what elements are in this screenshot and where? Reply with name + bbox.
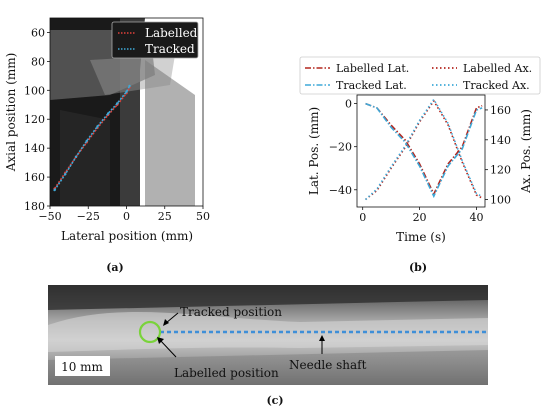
x-tick-label: 0 xyxy=(123,210,130,223)
panel-a-frame xyxy=(49,17,204,207)
legend-label-tracked: Tracked xyxy=(145,42,195,56)
legend-label-labelled: Labelled xyxy=(145,26,198,40)
y-tick-label-right: 120 xyxy=(490,164,511,177)
scale-bar-box xyxy=(55,356,110,376)
x-tick-label: 0 xyxy=(359,211,366,224)
ultrasound-shadow xyxy=(60,110,110,206)
labelled-position-circle xyxy=(138,320,162,344)
panel-label-c: (c) xyxy=(266,394,283,407)
annotation-needle-shaft: Needle shaft xyxy=(289,358,367,372)
x-tick-label: 20 xyxy=(413,211,427,224)
series-line-tracked-lat- xyxy=(365,102,483,199)
y-tick-label-left: −20 xyxy=(329,141,352,154)
legend-box xyxy=(299,56,541,95)
labelled-position-arrowhead xyxy=(157,337,164,344)
tracked-position-arrowhead xyxy=(163,319,169,326)
needle-shaft-arrowhead xyxy=(319,335,325,341)
series-line-tracked-ax- xyxy=(364,97,483,201)
x-axis-label: Time (s) xyxy=(396,230,446,244)
panel-a-marks: −50 −25 0 25 50 60 80 100 120 140 160 180 xyxy=(24,26,210,223)
y-tick-label-right: 160 xyxy=(490,104,511,117)
y-tick-label-right: 140 xyxy=(490,134,511,147)
data-point-tracked xyxy=(128,84,131,88)
ultrasound-dark-top xyxy=(48,285,488,310)
panel-b: 0 20 40 0 −20 −40 100 120 140 160 Labelled Lat. T… xyxy=(299,56,541,274)
legend-label-labelled-lat: Labelled Lat. xyxy=(336,62,409,75)
data-point-tracked xyxy=(116,102,119,105)
y-tick-label: 120 xyxy=(24,113,45,126)
panel-b-marks: 0 20 40 0 −20 −40 100 120 140 160 xyxy=(329,98,511,224)
labelled-position-arrow xyxy=(159,339,177,358)
y-tick-label: 60 xyxy=(31,26,45,39)
panel-label-b: (b) xyxy=(409,261,427,274)
legend-label-tracked-ax: Tracked Ax. xyxy=(463,79,530,92)
panel-label-a: (a) xyxy=(106,261,124,274)
data-point-tracked xyxy=(106,112,110,115)
y-tick-label-left: −40 xyxy=(329,184,352,197)
y-tick-label: 140 xyxy=(24,142,45,155)
series-line-labelled-ax- xyxy=(365,99,483,201)
x-tick-label: −25 xyxy=(77,210,100,223)
panel-c: Tracked position Labelled position Needl… xyxy=(48,285,488,407)
series-line-tracked xyxy=(53,85,131,191)
annotation-labelled-position: Labelled position xyxy=(174,366,279,380)
data-point-tracked xyxy=(64,172,67,176)
panel-b-frame xyxy=(356,94,486,208)
y-axis-label: Axial position (mm) xyxy=(4,53,18,173)
panel-a: −50 −25 0 25 50 60 80 100 120 140 160 180 Labelled … xyxy=(4,17,210,274)
y-tick-label: 180 xyxy=(24,200,45,213)
x-tick-label: 40 xyxy=(469,211,483,224)
legend-label-labelled-ax: Labelled Ax. xyxy=(463,62,532,75)
x-tick-label: 50 xyxy=(196,210,210,223)
x-axis-label: Lateral position (mm) xyxy=(61,229,193,243)
legend-label-tracked-lat: Tracked Lat. xyxy=(336,79,407,92)
data-point-tracked xyxy=(96,125,99,128)
y-tick-label-right: 100 xyxy=(490,194,511,207)
tracked-position-arrow xyxy=(165,312,179,324)
y-axis-label-left: Lat. Pos. (mm) xyxy=(307,107,321,195)
x-tick-label: 25 xyxy=(158,210,172,223)
data-point-tracked xyxy=(85,139,88,143)
x-tick-label: −50 xyxy=(38,210,61,223)
annotation-tracked-position: Tracked position xyxy=(180,305,282,319)
panel-a-legend: Labelled Tracked xyxy=(111,21,199,59)
panel-b-legend: Labelled Lat. Tracked Lat. Labelled Ax. … xyxy=(299,56,541,95)
data-point-tracked xyxy=(74,155,78,159)
scale-bar-label: 10 mm xyxy=(61,360,103,374)
data-point-tracked xyxy=(125,90,128,93)
y-axis-label-right: Ax. Pos. (mm) xyxy=(519,109,533,194)
ultrasound-right-wedge xyxy=(145,60,195,206)
y-tick-label: 160 xyxy=(24,171,45,184)
data-point-tracked xyxy=(53,188,56,192)
y-tick-label-left: 0 xyxy=(345,98,352,111)
y-tick-label: 100 xyxy=(24,84,45,97)
y-tick-label: 80 xyxy=(31,55,45,68)
ultrasound-lower-tissue xyxy=(48,350,488,385)
